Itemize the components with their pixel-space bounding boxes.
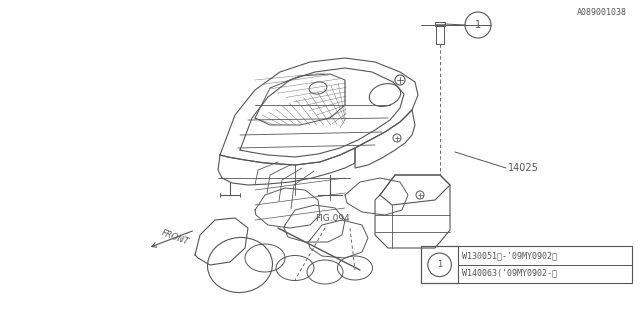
Text: W140063('09MY0902-）: W140063('09MY0902-） <box>462 269 557 278</box>
Bar <box>421 246 632 283</box>
Text: FRONT: FRONT <box>160 229 190 247</box>
Text: 1: 1 <box>475 20 481 30</box>
Text: 1: 1 <box>437 260 442 269</box>
Text: W130051（-'09MY0902）: W130051（-'09MY0902） <box>462 252 557 261</box>
Text: A089001038: A089001038 <box>577 8 627 17</box>
Bar <box>436 26 444 44</box>
Text: 14025: 14025 <box>508 163 539 173</box>
Text: FIG.094: FIG.094 <box>315 213 349 222</box>
Bar <box>421 246 458 283</box>
